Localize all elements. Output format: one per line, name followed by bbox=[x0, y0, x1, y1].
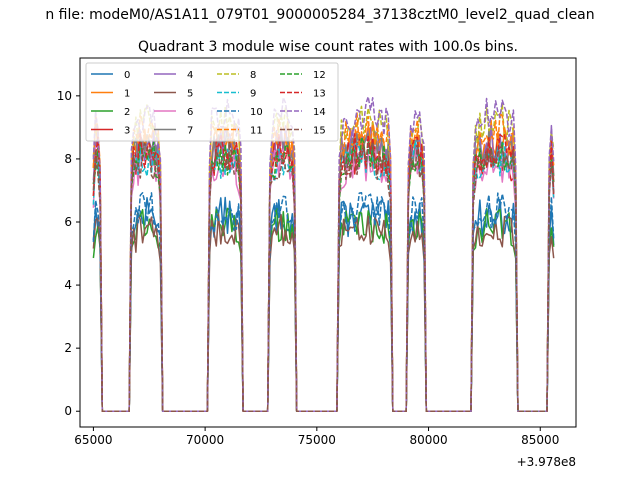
x-tick-label: 75000 bbox=[298, 433, 336, 447]
legend-label-0: 0 bbox=[124, 70, 130, 81]
legend-label-6: 6 bbox=[187, 107, 193, 118]
legend-label-11: 11 bbox=[250, 126, 263, 137]
legend-label-5: 5 bbox=[187, 89, 193, 100]
y-tick-label: 2 bbox=[64, 341, 72, 355]
legend-label-8: 8 bbox=[250, 70, 256, 81]
x-tick-label: 80000 bbox=[409, 433, 447, 447]
legend-label-10: 10 bbox=[250, 107, 263, 118]
legend-label-9: 9 bbox=[250, 89, 256, 100]
x-tick-label: 85000 bbox=[521, 433, 559, 447]
y-tick-label: 8 bbox=[64, 152, 72, 166]
y-tick-label: 4 bbox=[64, 278, 72, 292]
x-tick-label: 65000 bbox=[74, 433, 112, 447]
y-axis: 0 2 4 6 8 10 bbox=[57, 89, 80, 418]
y-tick-label: 10 bbox=[57, 89, 72, 103]
legend-label-4: 4 bbox=[187, 70, 193, 81]
legend-label-3: 3 bbox=[124, 126, 130, 137]
series-line-15 bbox=[92, 140, 555, 412]
series-layer bbox=[92, 96, 555, 412]
series-line-10 bbox=[92, 191, 555, 412]
x-axis: 65000 70000 75000 80000 85000 bbox=[74, 427, 559, 447]
legend-box bbox=[85, 62, 339, 142]
legend-label-1: 1 bbox=[124, 89, 130, 100]
chart-title: Quadrant 3 module wise count rates with … bbox=[138, 39, 518, 55]
legend-label-12: 12 bbox=[313, 70, 326, 81]
legend-label-7: 7 bbox=[187, 126, 193, 137]
legend-label-13: 13 bbox=[313, 89, 326, 100]
series-line-14 bbox=[92, 96, 555, 412]
y-tick-label: 0 bbox=[64, 404, 72, 418]
y-tick-label: 6 bbox=[64, 215, 72, 229]
x-tick-label: 70000 bbox=[186, 433, 224, 447]
x-offset-label: +3.978e8 bbox=[517, 455, 576, 469]
legend-label-2: 2 bbox=[124, 107, 130, 118]
figure-suptitle: n file: modeM0/AS1A11_079T01_9000005284_… bbox=[45, 7, 594, 23]
series-line-8 bbox=[92, 104, 555, 412]
legend-label-14: 14 bbox=[313, 107, 326, 118]
plot-frame bbox=[79, 57, 577, 428]
legend-label-15: 15 bbox=[313, 126, 326, 137]
